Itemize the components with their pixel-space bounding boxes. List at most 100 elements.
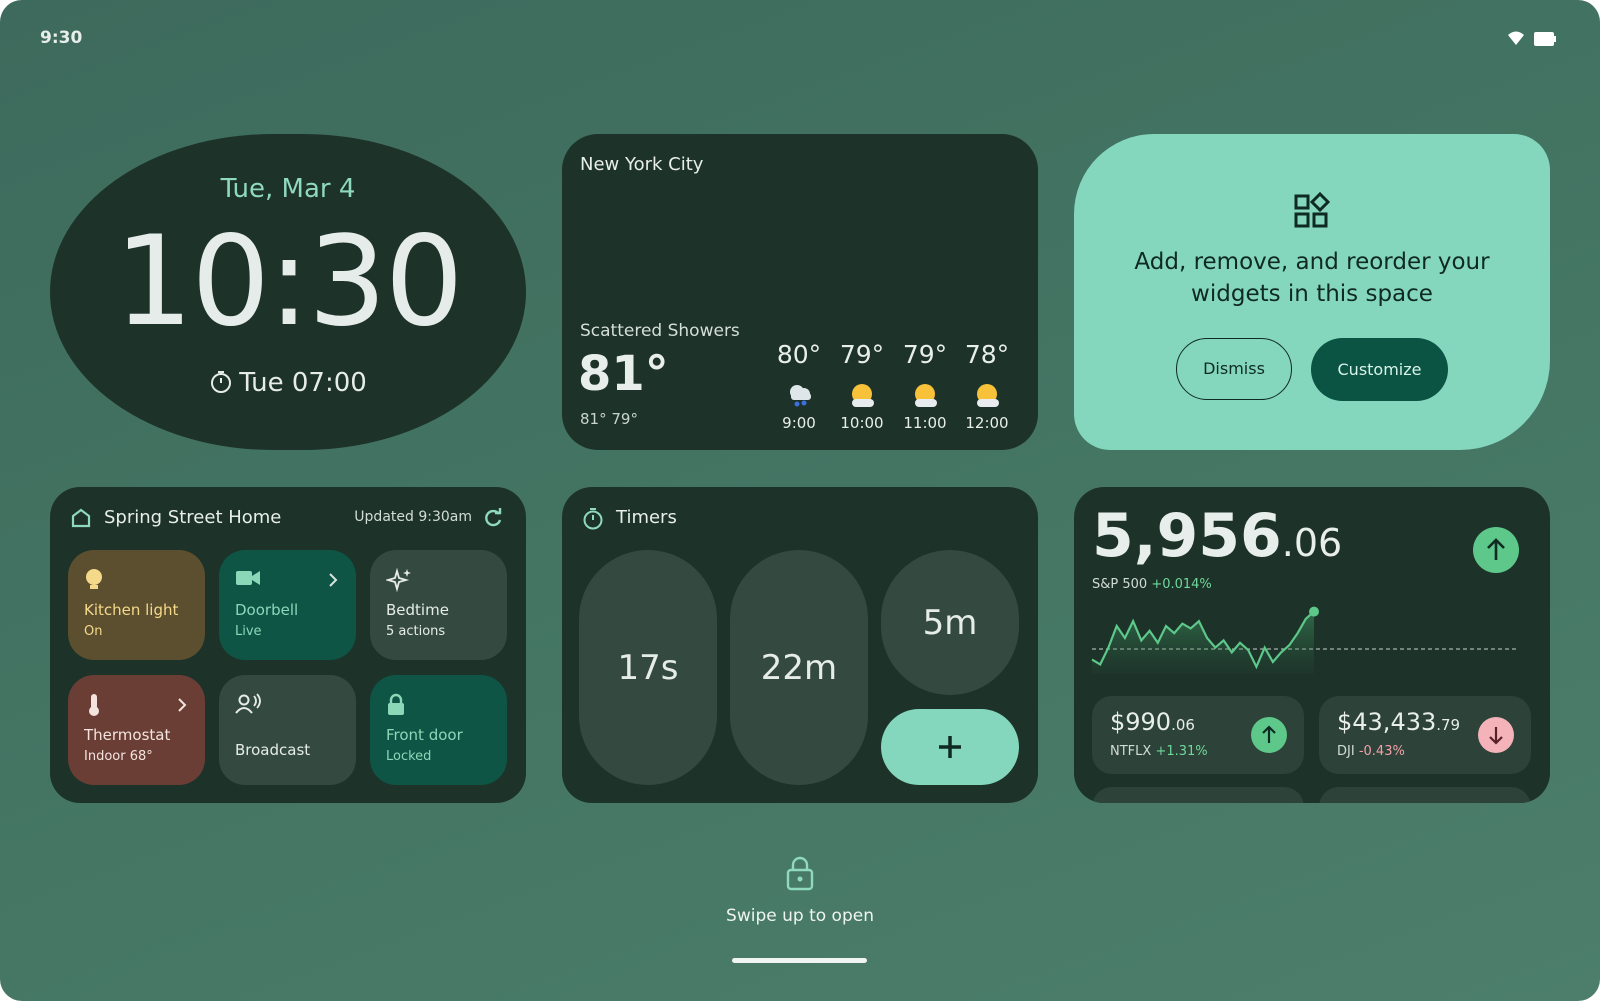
weather-icon-rain (790, 385, 811, 407)
home-tile[interactable]: Thermostat Indoor 68° (68, 675, 205, 785)
weather-icon-sun (915, 384, 937, 407)
hour-time: 12:00 (965, 414, 1009, 432)
stock-card[interactable]: $990.06 NTFLX +1.31% (1092, 696, 1304, 774)
timer[interactable]: 5m (881, 550, 1019, 695)
home-tile[interactable]: Bedtime 5 actions (370, 550, 507, 660)
lock-icon (786, 856, 814, 891)
add-timer-button[interactable] (881, 709, 1019, 785)
clock-widget[interactable]: Tue, Mar 4 10:30 Tue 07:00 (50, 134, 526, 450)
tile-name: Thermostat (84, 726, 171, 744)
stock-price-whole: $43,433 (1337, 708, 1437, 736)
status-time: 9:30 (40, 28, 83, 48)
sparkline-end (1309, 606, 1319, 617)
stock-change: -0.43% (1358, 744, 1405, 759)
home-tile[interactable]: Front door Locked (370, 675, 507, 785)
clock-date: Tue, Mar 4 (220, 174, 356, 204)
weather-high: 81° (580, 410, 607, 428)
home-icon (71, 508, 91, 528)
timer-icon (583, 508, 603, 530)
weather-icon-sun (977, 384, 999, 407)
stock-card[interactable] (1092, 787, 1304, 803)
dismiss-button[interactable]: Dismiss (1176, 338, 1292, 400)
weather-condition: Scattered Showers (580, 321, 740, 341)
stock-price-whole: 5,956 (1092, 501, 1282, 571)
bulb-icon (86, 569, 102, 589)
stock-change: +0.014% (1151, 577, 1212, 592)
home-title: Spring Street Home (104, 507, 282, 528)
stock-symbol: DJI (1337, 744, 1355, 759)
home-updated: Updated 9:30am (354, 509, 472, 525)
stock-price-fraction: .79 (1436, 716, 1461, 734)
home-tile[interactable]: Doorbell Live (219, 550, 356, 660)
sparkle-icon (386, 568, 411, 593)
tile-status: Indoor 68° (84, 749, 153, 764)
stock-symbol: S&P 500 (1092, 577, 1148, 592)
stock-symbol: NTFLX (1110, 744, 1152, 759)
stock-main-label: S&P 500 +0.014% (1092, 577, 1212, 592)
timers-widget: Timers 17s 22m 5m (562, 487, 1038, 803)
chevron-icon (329, 573, 338, 587)
gesture-handle[interactable] (732, 958, 867, 963)
weather-widget[interactable]: New York City Scattered Showers 81° 81° … (562, 134, 1038, 450)
stock-main-price: 5,956.06 (1092, 501, 1342, 571)
hour-temp: 79° (902, 340, 948, 369)
weather-low: 79° (611, 410, 638, 428)
home-tile[interactable]: Broadcast (219, 675, 356, 785)
status-icons (1508, 31, 1556, 46)
stock-label: DJI -0.43% (1337, 744, 1405, 759)
sparkline (1091, 610, 1315, 670)
tip-widget: Add, remove, and reorder your widgets in… (1074, 134, 1550, 450)
stock-change: +1.31% (1155, 744, 1208, 759)
tile-status: 5 actions (386, 624, 446, 639)
hour-temp: 79° (839, 340, 885, 369)
stocks-widget: 5,956.06 S&P 500 +0.014% $990.06 NTFLX +… (1074, 487, 1550, 803)
timers-title: Timers (616, 507, 677, 528)
unlock-hint: Swipe up to open (726, 906, 874, 926)
hour-temp: 80° (776, 340, 822, 369)
stock-label: NTFLX +1.31% (1110, 744, 1208, 759)
sparkline-chart (1091, 606, 1517, 674)
tile-name: Broadcast (235, 741, 311, 759)
alarm-time: Tue 07:00 (239, 368, 367, 398)
camera-icon (236, 571, 260, 585)
home-widget: Spring Street Home Updated 9:30am Kitche… (50, 487, 526, 803)
weather-temperature: 81° (578, 346, 669, 402)
tile-name: Bedtime (386, 601, 449, 619)
up-indicator (1473, 527, 1519, 573)
tile-name: Front door (386, 726, 463, 744)
tile-status: On (84, 624, 103, 639)
tile-name: Kitchen light (84, 601, 179, 619)
timer[interactable]: 17s (579, 550, 717, 785)
stock-card[interactable]: $43,433.79 DJI -0.43% (1319, 696, 1531, 774)
tile-status: Locked (386, 749, 432, 764)
hour-temp: 78° (964, 340, 1010, 369)
plus-icon (939, 736, 961, 758)
tile-name: Doorbell (235, 601, 299, 619)
customize-button[interactable]: Customize (1311, 338, 1448, 401)
weather-high-low: 81° 79° (580, 410, 638, 428)
timer[interactable]: 22m (730, 550, 868, 785)
weather-city: New York City (580, 154, 704, 175)
chevron-icon (178, 698, 187, 712)
hour-time: 9:00 (782, 414, 816, 432)
hour-time: 11:00 (903, 414, 947, 432)
refresh-icon[interactable] (482, 507, 504, 529)
home-tile[interactable]: Kitchen light On (68, 550, 205, 660)
lock-icon (388, 693, 404, 715)
stock-price-fraction: .06 (1171, 716, 1195, 734)
stock-card[interactable] (1319, 787, 1531, 803)
weather-icon-sun (852, 384, 874, 407)
broadcast-icon (235, 693, 261, 714)
clock-alarm-row: Tue 07:00 (50, 368, 526, 398)
thermometer-icon (89, 694, 99, 716)
stock-price-whole: $990 (1110, 708, 1172, 736)
clock-time: 10:30 (114, 210, 463, 354)
down-indicator (1478, 717, 1514, 753)
tile-status: Live (235, 624, 262, 639)
sparkline-area (1092, 611, 1314, 674)
hour-time: 10:00 (840, 414, 884, 432)
up-indicator (1251, 717, 1287, 753)
alarm-icon (211, 371, 232, 393)
stock-price-fraction: .06 (1281, 521, 1343, 565)
